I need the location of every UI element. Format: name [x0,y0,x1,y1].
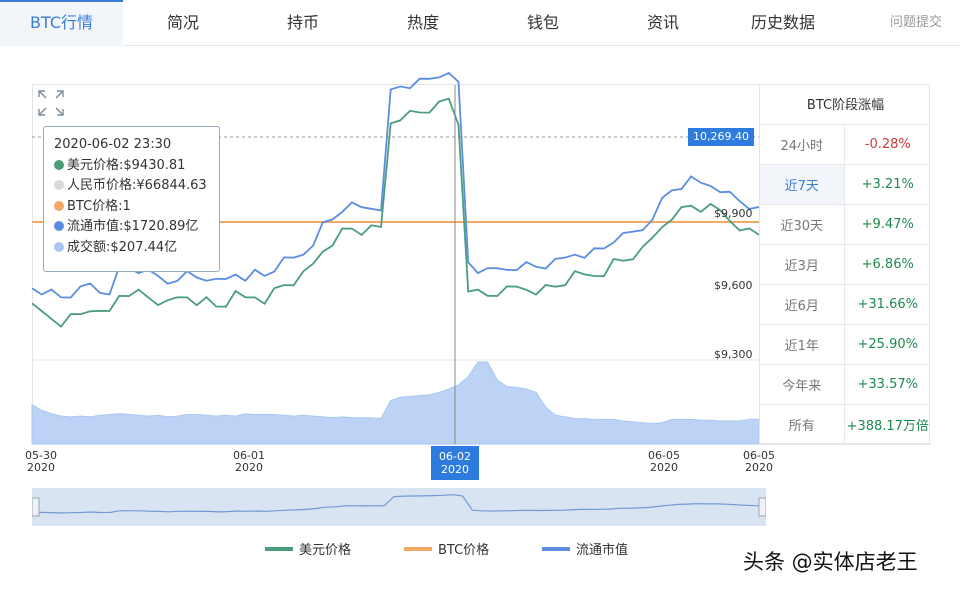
current-price-tag: 10,269.40 [688,128,754,146]
btc-dot-icon [54,200,64,211]
tab-bar: BTC行情 简况 持币 热度 钱包 资讯 历史数据 问题提交 [0,0,960,46]
x-tick-0530: 05-30 2020 [25,449,57,474]
tab-holdings[interactable]: 持币 [286,13,319,32]
tooltip-row-volume: 成交额:$207.44亿 [54,238,209,259]
marketcap-dot-icon [54,221,64,231]
navigator-line [32,494,766,514]
tooltip-row-marketcap: 流通市值:$1720.89亿 [54,217,209,238]
stats-row-6m: 近6月 +31.66% [760,284,931,325]
stats-row-7d: 近7天 +3.21% [760,164,931,205]
legend-usd-swatch-icon [265,547,293,551]
period-change-title: BTC阶段涨幅 [760,84,931,125]
series-lines-layer [31,71,760,328]
usd-dot-icon [54,159,64,170]
tooltip-row-usd: 美元价格:$9430.81 [54,156,209,177]
stats-row-24h: 24小时 -0.28% [760,124,931,165]
market-cap-line [31,71,760,299]
legend-btc-price[interactable]: BTC价格 [404,542,489,560]
tooltip-row-btc: BTC价格:1 [54,197,209,218]
stats-row-1y: 近1年 +25.90% [760,324,931,365]
tab-wallet[interactable]: 钱包 [526,13,559,32]
navigator-right-handle[interactable] [758,497,766,517]
legend-btc-swatch-icon [404,547,432,551]
stats-row-ytd: 今年来 +33.57% [760,364,931,405]
tooltip-datetime: 2020-06-02 23:30 [54,137,172,152]
legend-usd-price[interactable]: 美元价格 [265,542,351,560]
y-tick-9900: $9,900 [714,207,753,220]
volume-area-layer [31,361,760,445]
watermark-text: 头条 @实体店老王 [743,550,918,574]
stats-row-3m: 近3月 +6.86% [760,244,931,285]
tab-btc-market[interactable]: BTC行情 [0,0,123,46]
legend-marketcap-swatch-icon [542,547,570,551]
tooltip-row-cny: 人民币价格:¥66844.63 [54,176,209,197]
range-navigator[interactable] [32,488,766,526]
x-tick-0605: 06-05 2020 [648,449,680,474]
chart-tooltip: 2020-06-02 23:30 美元价格:$9430.81 人民币价格:¥66… [43,126,220,272]
expand-icon[interactable] [38,90,64,116]
x-tick-0602-selected: 06-02 2020 [431,446,479,480]
tab-overview[interactable]: 简况 [166,13,199,32]
navigator-selection [32,488,766,526]
chart-legend: 美元价格 BTC价格 流通市值 [0,542,960,560]
x-tick-0605-end: 06-05 2020 [743,449,775,474]
usd-price-line [31,97,760,328]
x-tick-0601: 06-01 2020 [233,449,265,474]
cny-dot-icon [54,180,64,190]
y-tick-9300: $9,300 [714,348,753,361]
stats-row-all: 所有 +388.17万倍 [760,404,931,445]
y-tick-9600: $9,600 [714,279,753,292]
tab-history-data[interactable]: 历史数据 [750,13,815,32]
legend-market-cap[interactable]: 流通市值 [542,542,628,560]
volume-area [31,361,760,445]
tab-popularity[interactable]: 热度 [406,13,439,32]
report-issue-link[interactable]: 问题提交 [889,15,942,30]
period-change-panel: BTC阶段涨幅 24小时 -0.28% 近7天 +3.21% 近30天 +9.47% … [759,84,931,445]
navigator-left-handle[interactable] [32,497,40,517]
tab-news[interactable]: 资讯 [646,13,679,32]
stats-row-30d: 近30天 +9.47% [760,204,931,245]
volume-dot-icon [54,241,64,252]
